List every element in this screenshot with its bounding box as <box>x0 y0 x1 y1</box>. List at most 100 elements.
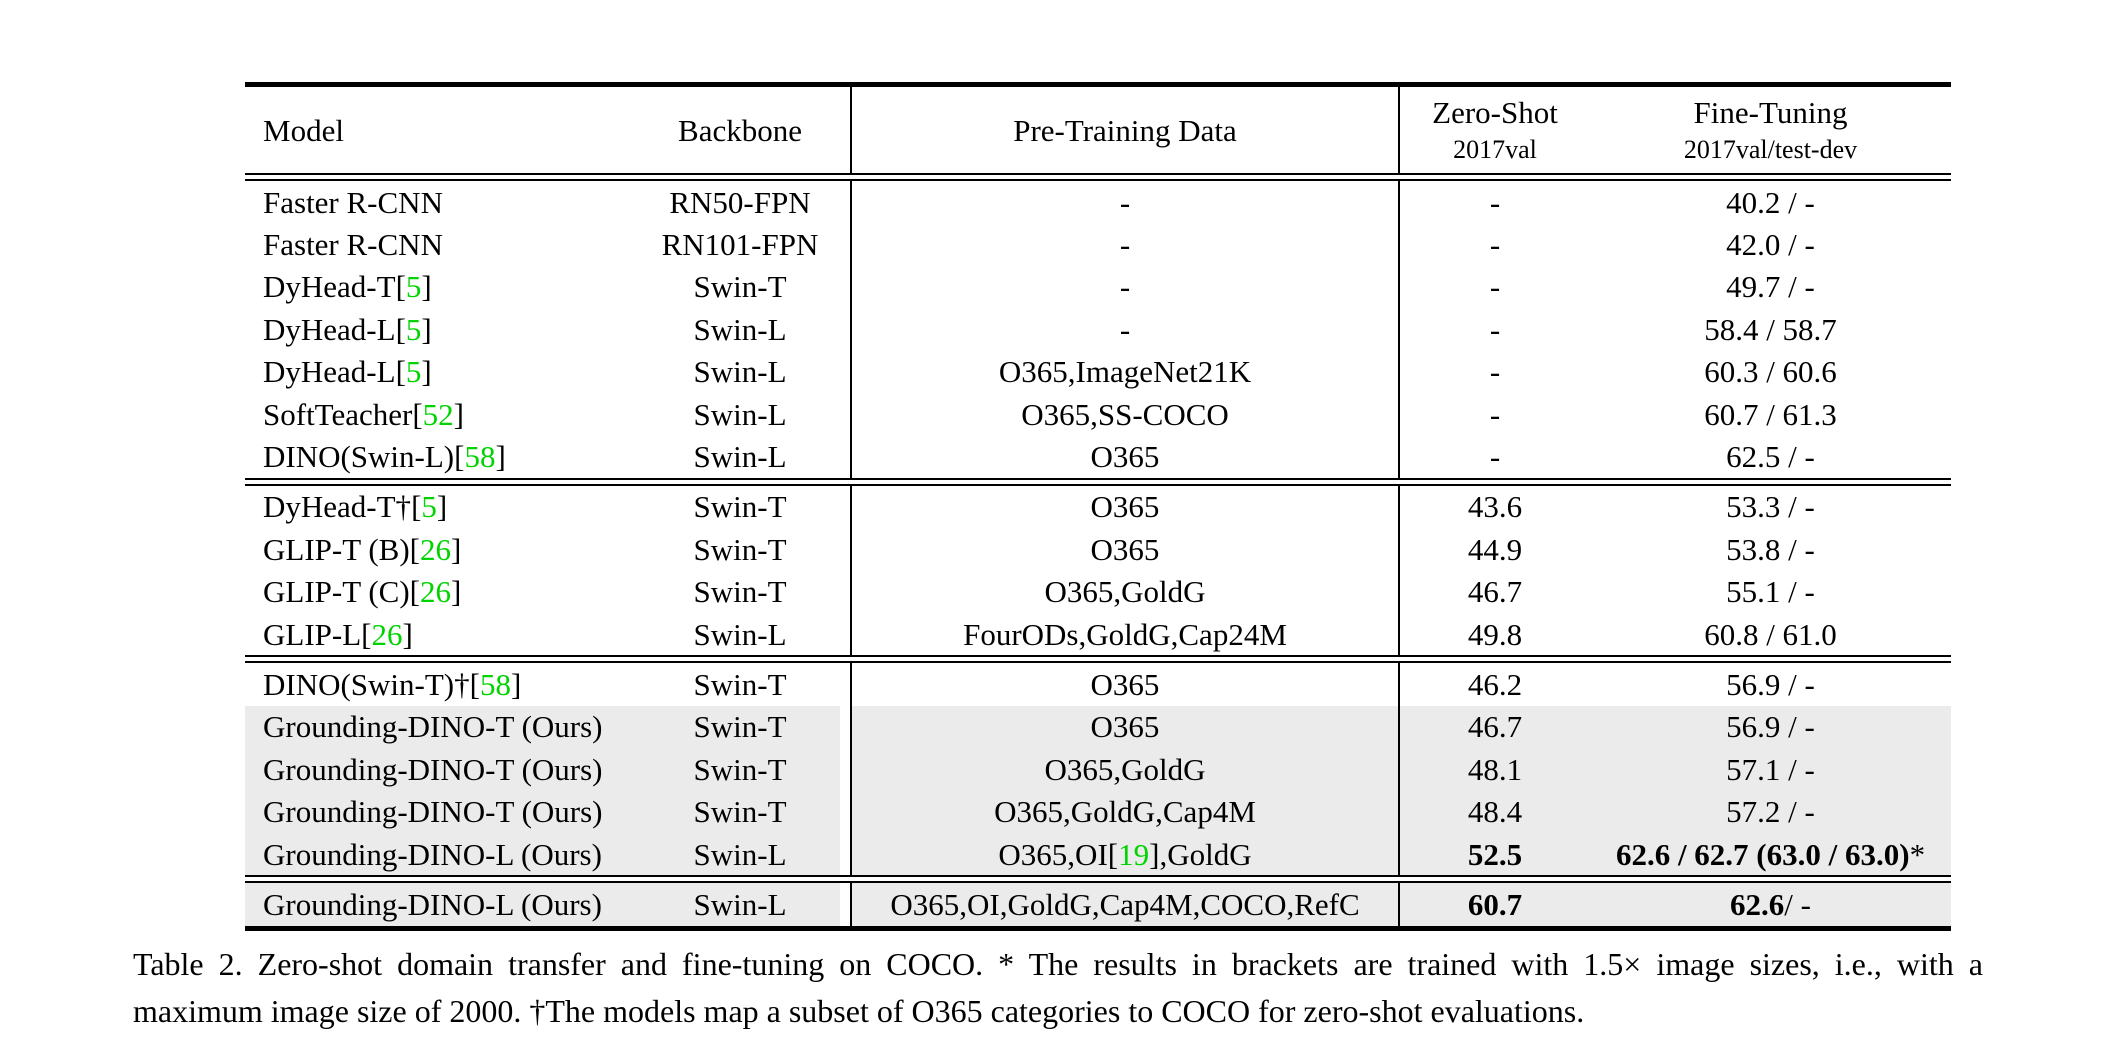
zeroshot-cell: 43.6 <box>1400 486 1590 528</box>
zeroshot-value: 46.2 <box>1467 666 1523 702</box>
table-row: SoftTeacher [52] Swin-L O365,SS-COCO - 60.7 … <box>245 392 1951 436</box>
zeroshot-cell: 52.5 <box>1400 832 1590 876</box>
zeroshot-cell: 46.2 <box>1400 663 1590 705</box>
backbone-cell: Swin-L <box>630 393 850 435</box>
citation-bracket: [ <box>395 354 406 390</box>
finetune-value: 60.7 / 61.3 <box>1704 396 1837 432</box>
pretrain-cell: O365 <box>850 528 1400 571</box>
backbone-cell: Swin-T <box>630 748 850 791</box>
citation-bracket: [ <box>469 666 480 702</box>
pretrain-cell-text: O365,GoldG <box>1044 574 1206 610</box>
table-caption: Table 2. Zero-shot domain transfer and f… <box>133 941 1983 1035</box>
citation-bracket: [ <box>1107 836 1119 872</box>
citation-link[interactable]: 52 <box>422 396 454 432</box>
finetune-value: 62.5 / - <box>1726 439 1815 475</box>
finetune-cell: 60.8 / 61.0 <box>1590 613 1951 655</box>
header-divider-rule <box>245 173 1951 181</box>
citation-bracket: [ <box>361 616 372 652</box>
finetune-value: 55.1 / - <box>1726 574 1815 610</box>
model-cell-text: SoftTeacher <box>263 396 413 432</box>
citation-link[interactable]: 26 <box>420 574 451 610</box>
citation-link[interactable]: 5 <box>405 354 422 390</box>
table-row: GLIP-T (C) [26] Swin-T O365,GoldG 46.7 55.1 … <box>245 570 1951 613</box>
finetune-cell: 58.4 / 58.7 <box>1590 308 1951 350</box>
backbone-cell: Swin-L <box>630 613 850 655</box>
backbone-cell: Swin-T <box>630 571 850 613</box>
pretrain-cell-text: - <box>1119 269 1131 305</box>
table-bottom-rule <box>245 925 1951 931</box>
model-cell-text: DINO(Swin-L) <box>263 439 455 475</box>
pretrain-cell: O365 <box>850 663 1400 706</box>
finetune-suffix: * <box>1909 836 1926 872</box>
finetune-cell: 40.2 / - <box>1590 181 1951 223</box>
finetune-value: 57.2 / - <box>1726 794 1815 830</box>
model-cell-text: DyHead-T† <box>263 489 412 525</box>
backbone-text: Swin-L <box>693 886 787 922</box>
citation-link[interactable]: 26 <box>371 616 403 652</box>
pretrain-cell: O365,GoldG <box>850 570 1400 613</box>
model-cell: SoftTeacher [52] <box>245 393 630 435</box>
zeroshot-cell: 46.7 <box>1400 571 1590 613</box>
citation-link[interactable]: 58 <box>464 439 496 475</box>
zeroshot-cell: - <box>1400 308 1590 350</box>
finetune-cell: 62.5 / - <box>1590 435 1951 477</box>
model-cell-text: Faster R-CNN <box>263 184 443 220</box>
citation-bracket: ] <box>436 489 448 525</box>
citation-bracket: ] <box>451 574 462 610</box>
backbone-text: Swin-L <box>693 616 787 652</box>
header-model: Model <box>263 112 344 148</box>
model-cell: DINO(Swin-T)† [58] <box>245 663 630 705</box>
pretrain-cell: O365,OI,GoldG,Cap4M,COCO,RefC <box>850 883 1400 926</box>
finetune-cell: 56.9 / - <box>1590 663 1951 705</box>
zeroshot-cell: - <box>1400 351 1590 393</box>
zeroshot-value: 49.8 <box>1467 616 1523 652</box>
header-zeroshot-title: Zero-Shot <box>1432 95 1558 130</box>
pretrain-cell: O365,OI [19] ,GoldG <box>850 832 1400 876</box>
citation-link[interactable]: 26 <box>420 531 451 567</box>
zeroshot-cell: 48.4 <box>1400 790 1590 833</box>
model-cell: GLIP-T (B) [26] <box>245 528 630 570</box>
header-zeroshot-subtitle: 2017val <box>1453 135 1537 164</box>
backbone-cell: Swin-T <box>630 266 850 308</box>
model-cell-text: Grounding-DINO-L (Ours) <box>263 886 602 922</box>
zeroshot-value: 43.6 <box>1467 489 1523 525</box>
citation-bracket: [ <box>409 574 420 610</box>
finetune-cell: 60.7 / 61.3 <box>1590 393 1951 435</box>
caption-line-1: Table 2. Zero-shot domain transfer and f… <box>133 946 1983 982</box>
backbone-text: Swin-T <box>693 489 787 525</box>
zeroshot-value: 52.5 <box>1467 836 1523 872</box>
model-cell: GLIP-L [26] <box>245 613 630 655</box>
zeroshot-cell: - <box>1400 435 1590 477</box>
results-table: Model Backbone Pre-Training Data Zero-Sh… <box>245 82 1951 931</box>
citation-link[interactable]: 19 <box>1118 836 1150 872</box>
citation-bracket: [ <box>395 311 406 347</box>
citation-link[interactable]: 5 <box>405 269 422 305</box>
zeroshot-cell: 49.8 <box>1400 613 1590 655</box>
backbone-text: Swin-T <box>693 709 787 745</box>
finetune-value: 49.7 / - <box>1726 269 1815 305</box>
backbone-text: Swin-T <box>693 269 787 305</box>
finetune-value: 62.6 <box>1730 886 1785 922</box>
backbone-text: Swin-T <box>693 574 787 610</box>
finetune-value: 56.9 / - <box>1726 709 1815 745</box>
model-cell: GLIP-T (C) [26] <box>245 571 630 613</box>
table-row: Faster R-CNN RN101-FPN - - 42.0 / - <box>245 223 1951 266</box>
pretrain-cell: O365,ImageNet21K <box>850 350 1400 393</box>
citation-link[interactable]: 5 <box>421 489 437 525</box>
citation-link[interactable]: 5 <box>405 311 422 347</box>
table-row: Grounding-DINO-L (Ours) Swin-L O365,OI,Gol… <box>245 883 1951 926</box>
finetune-value: 57.1 / - <box>1726 751 1815 787</box>
backbone-cell: Swin-L <box>630 883 850 926</box>
finetune-value: 40.2 / - <box>1726 184 1815 220</box>
table-row: GLIP-T (B) [26] Swin-T O365 44.9 53.8 / - <box>245 528 1951 571</box>
zeroshot-value: - <box>1489 269 1501 305</box>
finetune-cell: 53.3 / - <box>1590 486 1951 528</box>
pretrain-cell-text: O365 <box>1090 709 1160 745</box>
backbone-text: Swin-T <box>693 531 787 567</box>
pretrain-cell: - <box>850 223 1400 266</box>
pretrain-cell: O365,SS-COCO <box>850 392 1400 436</box>
citation-link[interactable]: 58 <box>479 666 511 702</box>
citation-bracket: ] <box>421 269 432 305</box>
backbone-text: Swin-T <box>693 666 787 702</box>
model-cell: DINO(Swin-L) [58] <box>245 435 630 477</box>
